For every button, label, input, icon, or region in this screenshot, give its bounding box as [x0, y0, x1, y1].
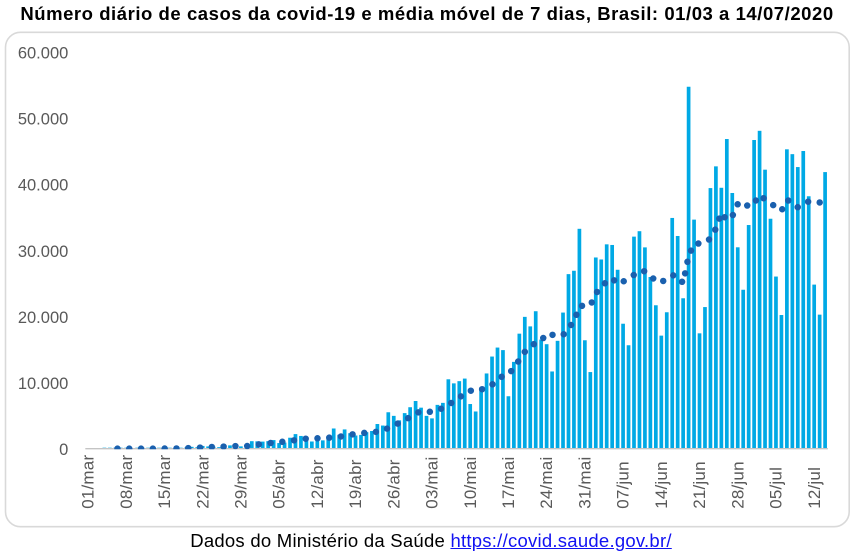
svg-text:05/jul: 05/jul	[767, 467, 786, 509]
svg-text:0: 0	[59, 441, 68, 459]
svg-text:15/mar: 15/mar	[155, 455, 174, 509]
svg-text:14/jun: 14/jun	[652, 461, 671, 509]
svg-text:07/jun: 07/jun	[614, 461, 633, 509]
svg-text:28/jun: 28/jun	[728, 461, 747, 509]
svg-text:22/mar: 22/mar	[193, 455, 212, 509]
svg-text:26/abr: 26/abr	[384, 459, 403, 509]
svg-text:50.000: 50.000	[18, 111, 68, 129]
svg-text:01/mar: 01/mar	[79, 455, 98, 509]
svg-text:30.000: 30.000	[18, 243, 68, 261]
svg-text:17/mai: 17/mai	[499, 457, 518, 509]
svg-text:19/abr: 19/abr	[346, 459, 365, 509]
svg-text:12/jul: 12/jul	[805, 467, 824, 509]
svg-text:20.000: 20.000	[18, 309, 68, 327]
svg-text:29/mar: 29/mar	[231, 455, 250, 509]
svg-text:08/mar: 08/mar	[117, 455, 136, 509]
svg-text:40.000: 40.000	[18, 177, 68, 195]
svg-text:05/abr: 05/abr	[270, 459, 289, 509]
svg-text:21/jun: 21/jun	[690, 461, 709, 509]
svg-text:10.000: 10.000	[18, 375, 68, 393]
svg-text:12/abr: 12/abr	[308, 459, 327, 509]
svg-text:10/mai: 10/mai	[461, 457, 480, 509]
svg-text:31/mai: 31/mai	[575, 457, 594, 509]
svg-text:24/mai: 24/mai	[537, 457, 556, 509]
svg-text:60.000: 60.000	[18, 45, 68, 63]
svg-text:03/mai: 03/mai	[423, 457, 442, 509]
